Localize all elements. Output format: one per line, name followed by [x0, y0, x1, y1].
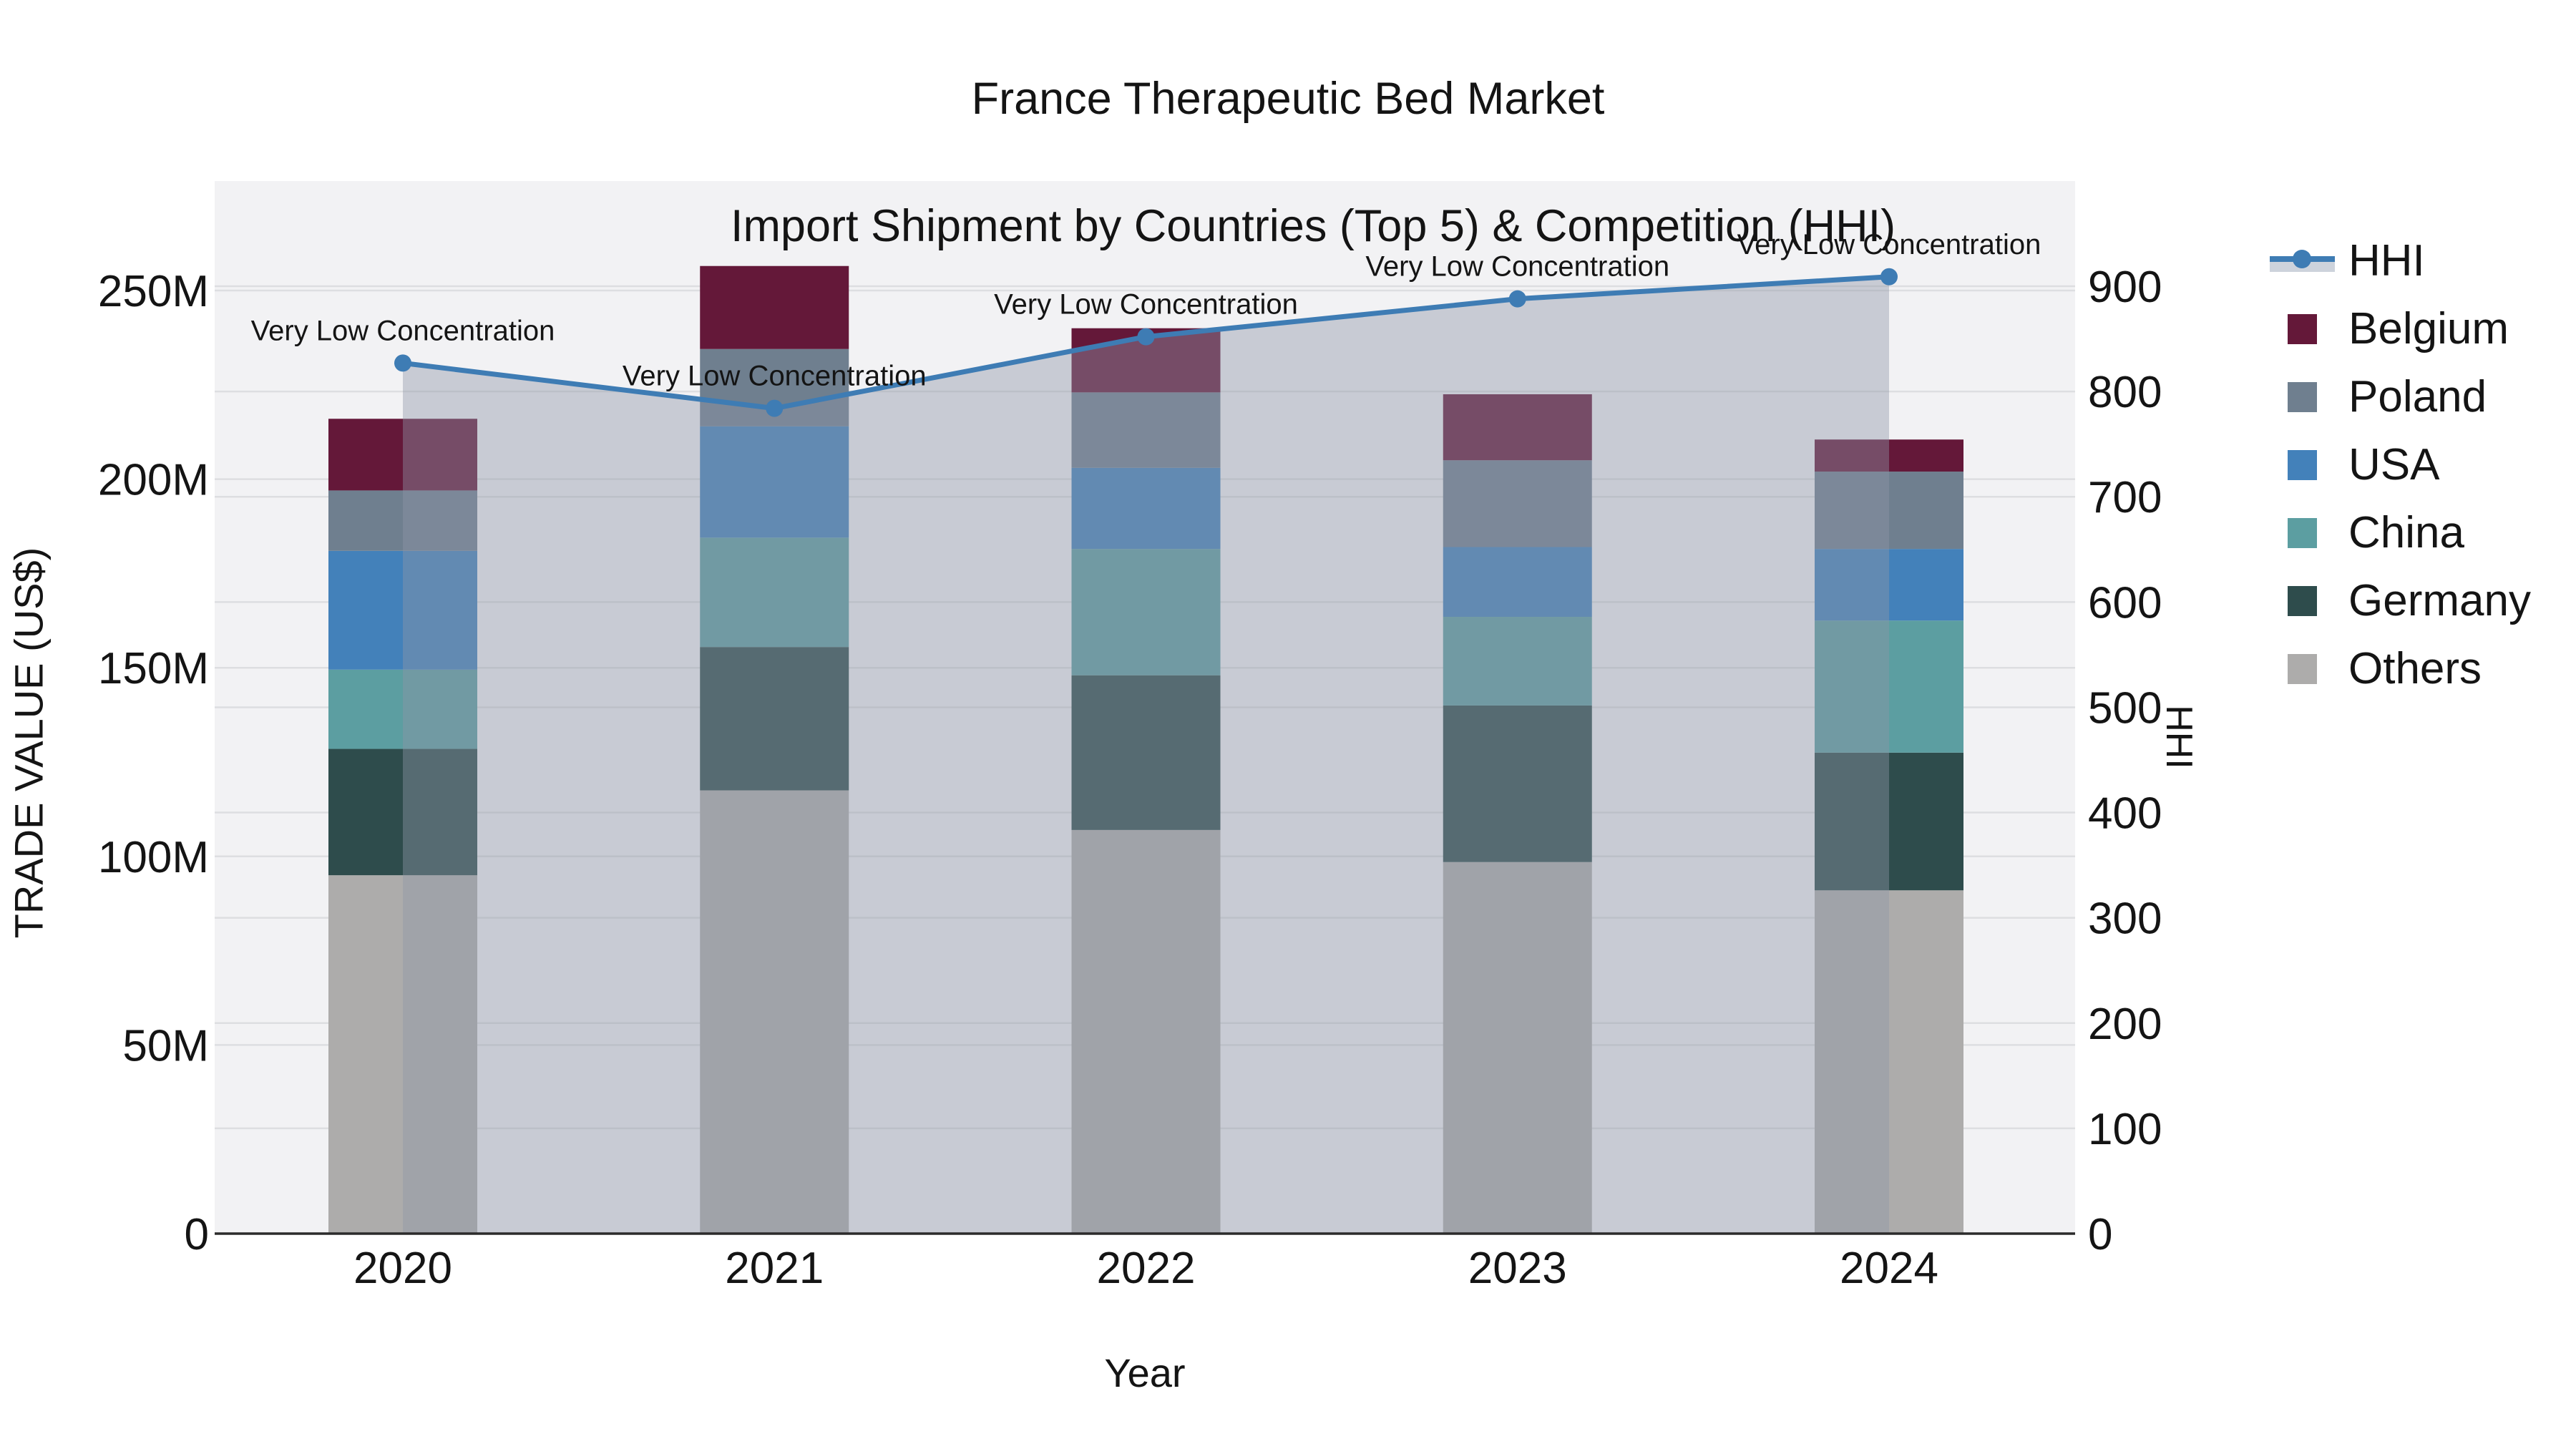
bar-2024-china [1815, 620, 1963, 753]
x-tick-2024: 2024 [1840, 1244, 1938, 1293]
legend-swatch-belgium [2288, 314, 2317, 344]
bar-2024-germany [1815, 752, 1963, 891]
right-tick-900: 900 [2088, 263, 2162, 312]
bar-2023-usa [1443, 547, 1592, 618]
bar-2022-germany [1071, 675, 1221, 830]
left-tick-50M: 50M [122, 1021, 209, 1070]
bar-2021-belgium [700, 265, 849, 349]
legend-item-china: China [2261, 511, 2576, 555]
annotation-2023: Very Low Concentration [1365, 251, 1669, 283]
chart-title-line1: France Therapeutic Bed Market [971, 74, 1605, 124]
bar-2020-belgium [328, 419, 477, 491]
bar-2020-germany [328, 748, 477, 876]
right-tick-500: 500 [2088, 683, 2162, 733]
annotation-2024: Very Low Concentration [1737, 229, 2041, 260]
hhi-area [403, 276, 1889, 1234]
bar-2022-others [1071, 829, 1221, 1234]
bar-2023-poland [1443, 460, 1592, 547]
hhi-marker-2022 [1137, 328, 1155, 346]
bar-2021-germany [700, 647, 849, 791]
legend-swatch-usa [2288, 450, 2317, 480]
hhi-marker-2024 [1880, 268, 1898, 286]
right-tick-700: 700 [2088, 473, 2162, 522]
legend-label-others: Others [2348, 644, 2482, 693]
bar-2021-others [700, 790, 849, 1234]
legend-swatch-others [2288, 654, 2317, 684]
right-axis-title: HHI [2158, 705, 2200, 769]
left-axis-title: TRADE VALUE (US$) [6, 547, 52, 939]
bar-2022-usa [1071, 467, 1221, 550]
bar-2021-china [700, 537, 849, 648]
legend-swatch-germany [2288, 586, 2317, 616]
left-tick-250M: 250M [98, 267, 209, 316]
legend-label-china: China [2348, 508, 2464, 557]
bar-2023-belgium [1443, 394, 1592, 461]
legend-item-others: Others [2261, 647, 2576, 691]
bar-2024-poland [1815, 472, 1963, 550]
bar-2024-usa [1815, 549, 1963, 621]
legend-item-belgium: Belgium [2261, 307, 2576, 351]
legend-hhi-line-swatch [2270, 250, 2335, 272]
right-tick-0: 0 [2088, 1210, 2112, 1259]
x-axis-title: Year [1104, 1350, 1186, 1395]
legend-label-belgium: Belgium [2348, 304, 2509, 353]
chart-title-line2: Import Shipment by Countries (Top 5) & C… [730, 201, 1896, 251]
right-tick-600: 600 [2088, 578, 2162, 628]
legend-swatch-china [2288, 518, 2317, 548]
left-tick-0: 0 [185, 1210, 209, 1259]
right-tick-300: 300 [2088, 894, 2162, 944]
right-tick-100: 100 [2088, 1105, 2162, 1154]
legend-label-poland: Poland [2348, 372, 2487, 421]
legend-item-germany: Germany [2261, 579, 2576, 623]
legend-hhi-marker [2293, 250, 2311, 268]
bar-2024-others [1815, 890, 1963, 1234]
bar-2020-china [328, 669, 477, 749]
bar-2020-poland [328, 490, 477, 551]
left-tick-200M: 200M [98, 456, 209, 505]
legend-label-germany: Germany [2348, 576, 2531, 625]
legend-label-usa: USA [2348, 440, 2440, 489]
legend-label-hhi: HHI [2348, 236, 2425, 286]
right-tick-800: 800 [2088, 368, 2162, 417]
annotation-2022: Very Low Concentration [994, 289, 1298, 321]
bar-2022-china [1071, 549, 1221, 675]
legend-item-usa: USA [2261, 443, 2576, 487]
annotation-2021: Very Low Concentration [623, 361, 927, 392]
bar-2023-china [1443, 617, 1592, 706]
hhi-marker-2020 [394, 354, 411, 372]
bar-2021-usa [700, 426, 849, 538]
chart-title: France Therapeutic Bed Market Import Shi… [0, 67, 2576, 322]
bar-2020-others [328, 875, 477, 1234]
bar-2023-others [1443, 862, 1592, 1234]
hhi-marker-2021 [766, 399, 784, 417]
left-tick-150M: 150M [98, 644, 209, 693]
bar-2024-belgium [1815, 439, 1963, 472]
legend-item-hhi: HHI [2261, 239, 2576, 283]
x-tick-2023: 2023 [1468, 1244, 1567, 1293]
legend-item-poland: Poland [2261, 375, 2576, 419]
right-tick-400: 400 [2088, 789, 2162, 839]
x-tick-2021: 2021 [725, 1244, 824, 1293]
bar-2023-germany [1443, 705, 1592, 862]
right-tick-200: 200 [2088, 1000, 2162, 1049]
left-tick-100M: 100M [98, 833, 209, 882]
hhi-marker-2023 [1508, 290, 1526, 308]
bar-2022-poland [1071, 392, 1221, 468]
x-tick-2022: 2022 [1097, 1244, 1196, 1293]
x-tick-2020: 2020 [353, 1244, 452, 1293]
bar-2020-usa [328, 550, 477, 670]
annotation-2020: Very Low Concentration [251, 315, 555, 346]
legend-swatch-poland [2288, 382, 2317, 412]
